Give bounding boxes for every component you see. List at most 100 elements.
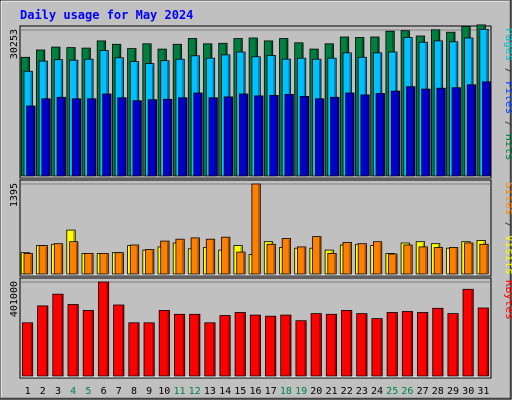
bar-shade [455, 248, 458, 273]
legend-part: KBytes [503, 280, 512, 320]
bar-shade [230, 97, 233, 175]
bar-kbytes-26 [401, 311, 413, 377]
legend-top: Pages / Files / Hits [503, 28, 512, 161]
bar-kbytes [356, 313, 368, 377]
bar-pages-28 [436, 87, 446, 177]
bar-kbytes-15 [234, 312, 246, 377]
bar-sites [190, 237, 200, 275]
bar-pages [71, 98, 82, 177]
bar-kbytes [67, 304, 79, 377]
bar-shade [306, 97, 308, 175]
bar-kbytes [21, 322, 34, 377]
bar-pages [41, 98, 51, 177]
bar-pages [466, 84, 477, 177]
bar-shade [124, 98, 126, 175]
bar-kbytes-21 [325, 313, 337, 377]
bar-sites-1 [23, 252, 33, 275]
bar-pages-8 [132, 100, 142, 177]
bar-kbytes [189, 313, 201, 377]
legend-part: / [503, 215, 512, 235]
bar-shade [352, 94, 354, 175]
bar-shade [91, 311, 93, 375]
bar-sites [372, 241, 383, 275]
x-axis-labels: 1 2 3 4 5 6 7 8 9 10 11 12 13 14 15 16 17 18 19 20 21 22 23 24 2… [25, 386, 490, 397]
bar-sites-31 [479, 243, 489, 275]
bar-shade [440, 248, 442, 273]
bar-shade [197, 238, 199, 273]
bar-sites [266, 243, 276, 275]
bar-kbytes [37, 305, 49, 377]
x-tick-label: 7 [116, 386, 122, 397]
bar-pages-14 [223, 96, 233, 177]
bar-pages [299, 96, 310, 177]
bar-sites-11 [175, 238, 185, 275]
bar-sites [342, 241, 352, 275]
y-max-label: 401000 [9, 281, 20, 317]
legend-middle: Sites / Visits [503, 182, 512, 275]
bar-sites-23 [357, 243, 368, 275]
bar-shade [30, 254, 32, 273]
bar-shade [243, 253, 245, 273]
bar-kbytes-23 [356, 313, 368, 377]
bar-pages-2 [41, 98, 51, 177]
bar-pages-16 [254, 95, 264, 177]
bar-pages-9 [147, 99, 157, 177]
legend-part: / [503, 61, 512, 81]
bar-shade [48, 99, 50, 175]
bar-pages-15 [238, 93, 249, 177]
bar-sites [221, 236, 231, 275]
bar-shade [334, 254, 336, 273]
bar-sites-16 [251, 183, 261, 275]
bar-shade [365, 314, 367, 375]
bar-shade [76, 305, 78, 375]
bar-kbytes-28 [432, 307, 444, 377]
bar-pages [269, 95, 279, 177]
x-tick-label: 14 [219, 386, 231, 397]
bar-pages-6 [102, 93, 112, 177]
bar-shade [425, 247, 427, 273]
bar-sites [53, 243, 64, 275]
bar-pages [375, 93, 385, 177]
x-tick-label: 11 [173, 386, 185, 397]
bar-pages [147, 99, 157, 177]
bar-kbytes [173, 313, 186, 377]
bar-sites [160, 240, 170, 275]
bar-sites-29 [448, 247, 459, 275]
bar-pages-1 [26, 105, 36, 177]
legend-part: Files [503, 81, 512, 114]
bar-kbytes [113, 304, 125, 377]
bar-shade [410, 312, 413, 375]
x-tick-label: 21 [325, 386, 337, 397]
panel-middle: 1395 Sites / Visits [9, 179, 512, 277]
bar-kbytes-4 [67, 304, 79, 377]
bar-shade [106, 283, 109, 375]
bar-shade [470, 244, 473, 273]
bar-shade [319, 314, 321, 375]
bar-pages [314, 98, 325, 177]
legend-part: Sites [503, 182, 512, 215]
x-tick-label: 17 [265, 386, 277, 397]
bar-shade [349, 311, 352, 375]
bar-pages [330, 96, 340, 177]
bar-shade [152, 323, 154, 375]
bar-pages [421, 88, 431, 177]
bar-shade [45, 246, 47, 273]
bar-pages-21 [330, 96, 340, 177]
bar-kbytes-22 [341, 309, 353, 377]
bar-shade [473, 85, 476, 175]
bar-kbytes [417, 312, 429, 377]
bar-pages-10 [162, 98, 173, 177]
bar-shade [319, 237, 321, 273]
bar-shade [288, 239, 291, 273]
bar-pages [117, 97, 127, 177]
bar-kbytes [249, 314, 262, 377]
bar-shade [182, 315, 185, 375]
bar-sites-28 [433, 247, 444, 275]
x-tick-label: 2 [40, 386, 46, 397]
bar-kbytes [310, 313, 322, 377]
bar-kbytes-9 [143, 322, 155, 377]
bar-pages [56, 96, 66, 177]
bar-shade [395, 313, 397, 375]
bar-shade [412, 87, 415, 175]
